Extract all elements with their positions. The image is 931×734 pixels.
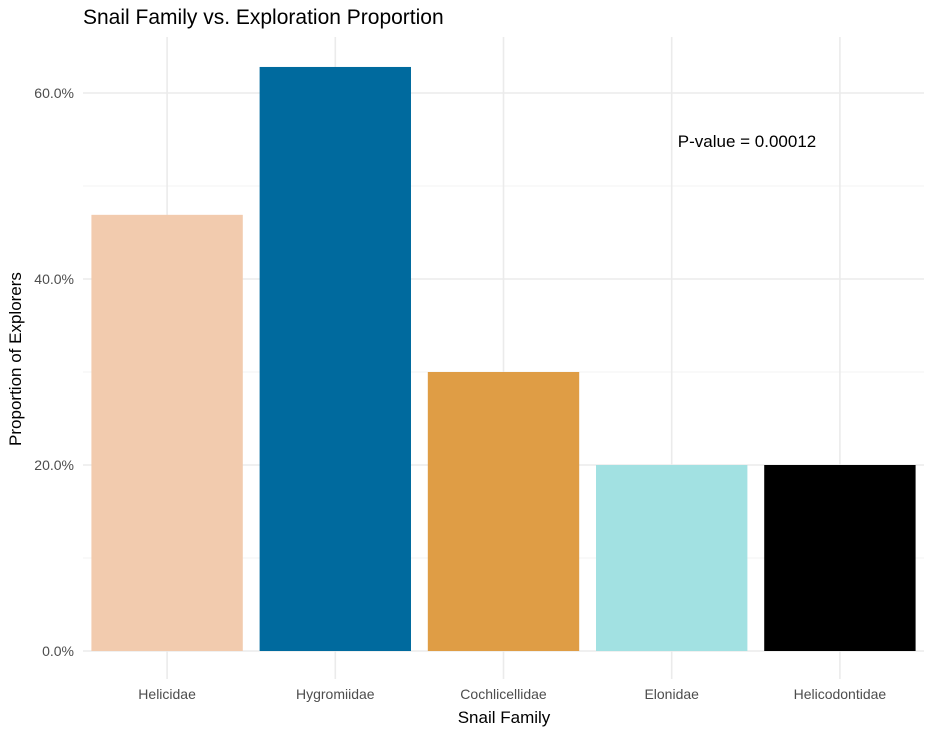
- x-tick-label: Helicodontidae: [794, 686, 887, 702]
- y-tick-label: 20.0%: [34, 457, 74, 473]
- y-tick-label: 40.0%: [34, 271, 74, 287]
- y-tick-label: 0.0%: [42, 643, 74, 659]
- x-tick-label: Helicidae: [138, 686, 196, 702]
- x-tick-label: Elonidae: [644, 686, 699, 702]
- x-axis-ticks: Helicidae Hygromiidae Cochlicellidae Elonid…: [138, 686, 886, 702]
- x-axis-title: Snail Family: [458, 708, 551, 727]
- bar-helicidae: [91, 214, 243, 651]
- x-tick-label: Hygromiidae: [296, 686, 375, 702]
- p-value-annotation: P-value = 0.00012: [678, 132, 816, 151]
- bar-elonidae: [596, 465, 748, 651]
- bar-helicodontidae: [764, 465, 916, 651]
- bar-cochlicellidae: [427, 372, 580, 651]
- y-tick-label: 60.0%: [34, 85, 74, 101]
- bar-hygromiidae: [259, 66, 411, 651]
- y-axis-title: Proportion of Explorers: [6, 272, 25, 446]
- x-tick-label: Cochlicellidae: [460, 686, 547, 702]
- bars: [91, 66, 916, 651]
- y-axis-ticks: 0.0% 20.0% 40.0% 60.0%: [34, 85, 74, 659]
- chart-title: Snail Family vs. Exploration Proportion: [83, 6, 444, 29]
